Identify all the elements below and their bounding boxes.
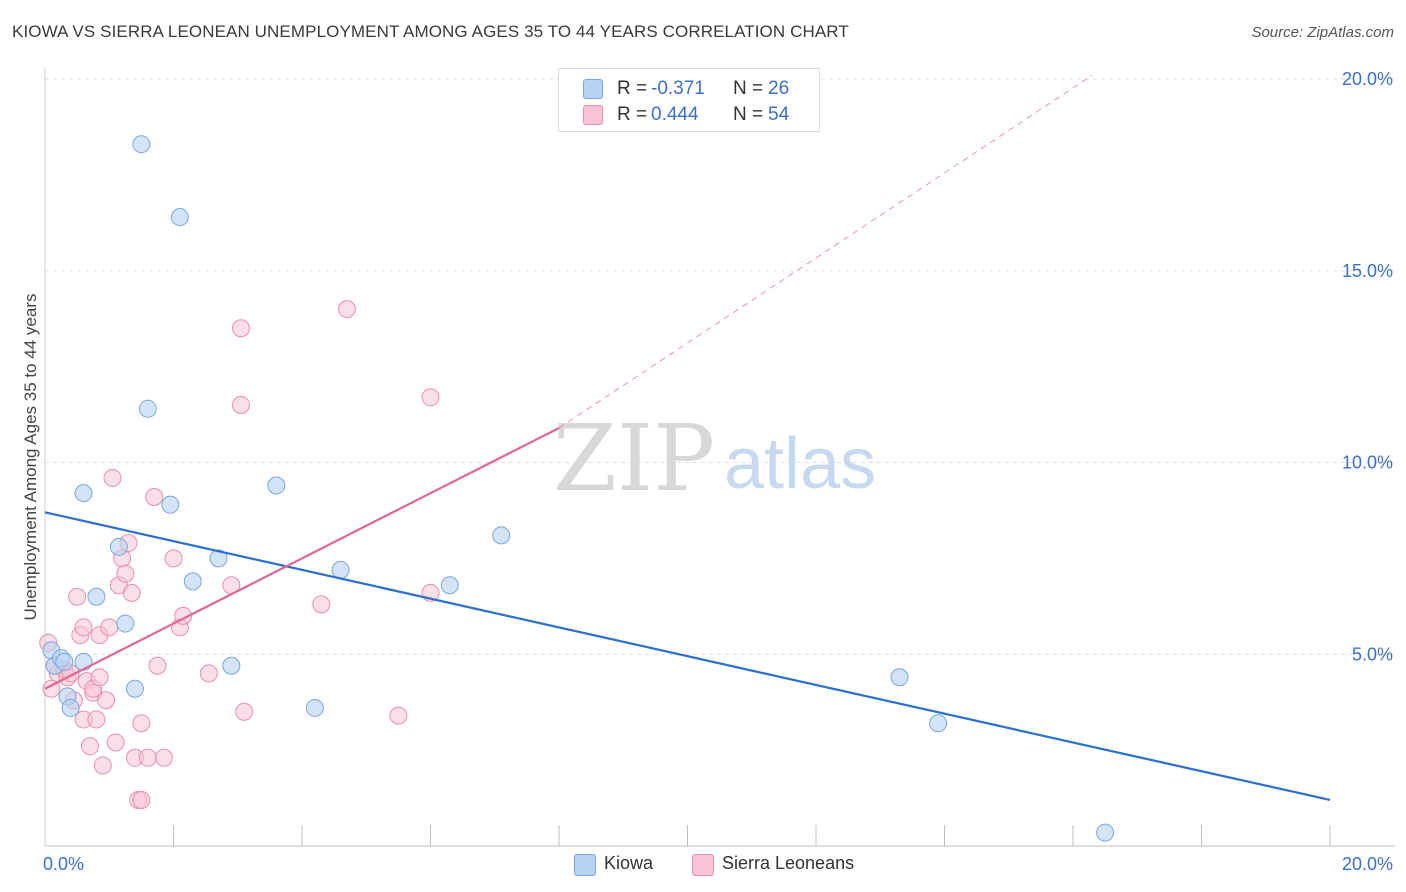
y-tick-label: 5.0% [1352, 644, 1393, 664]
sierra-point [312, 595, 331, 614]
kiowa-r-value: -0.371 [651, 78, 705, 99]
trend-lines [44, 74, 1331, 802]
sierra-point [231, 395, 250, 414]
x-tick-label: 0.0% [43, 854, 84, 874]
tick-labels: 5.0% 10.0% 15.0% 20.0% 0.0% 20.0% [43, 69, 1393, 874]
kiowa-n-value: 26 [768, 78, 790, 99]
sierra-legend-swatch [692, 854, 714, 876]
sierra-point [421, 388, 440, 407]
sierra-point [90, 668, 109, 687]
sierra-trend-line [44, 427, 560, 690]
sierra-point [97, 691, 116, 710]
y-tick-label: 15.0% [1342, 261, 1393, 281]
sierra-point [68, 587, 87, 606]
kiowa-swatch [583, 79, 603, 99]
sierra-point [132, 790, 151, 809]
kiowa-point [138, 399, 157, 418]
sierra-point [122, 583, 141, 602]
kiowa-point [492, 526, 511, 545]
kiowa-legend-swatch [574, 854, 596, 876]
kiowa-point [170, 208, 189, 227]
sierra-point [87, 710, 106, 729]
sierra-r-label: R = [617, 104, 648, 125]
sierra-r-value: 0.444 [651, 104, 699, 125]
sierra-point [164, 549, 183, 568]
kiowa-point [1096, 823, 1115, 842]
kiowa-n-label: N = [733, 78, 764, 99]
sierra-point [106, 733, 125, 752]
kiowa-point [929, 714, 948, 733]
kiowa-point [125, 679, 144, 698]
kiowa-point [183, 572, 202, 591]
sierra-n-label: N = [733, 104, 764, 125]
sierra-point [93, 756, 112, 775]
sierra-point [100, 618, 119, 637]
kiowa-point [116, 614, 135, 633]
correlation-legend: R = -0.371 N = 26 R = 0.444 N = 54 [558, 68, 820, 132]
kiowa-point [87, 587, 106, 606]
kiowa-point [222, 656, 241, 675]
sierra-point [389, 706, 408, 725]
sierra-point [116, 564, 135, 583]
chart-source: Source: ZipAtlas.com [1251, 24, 1394, 41]
kiowa-point [132, 135, 151, 154]
sierra-trend-extension [558, 74, 1093, 429]
kiowa-point [305, 698, 324, 717]
kiowa-points [42, 135, 1115, 842]
chart-title: KIOWA VS SIERRA LEONEAN UNEMPLOYMENT AMO… [12, 22, 849, 41]
watermark-zip: ZIP [553, 405, 715, 512]
y-tick-label: 10.0% [1342, 453, 1393, 473]
x-tick-label: 20.0% [1342, 854, 1393, 874]
kiowa-r-label: R = [617, 78, 648, 99]
sierra-point [231, 319, 250, 338]
y-tick-label: 20.0% [1342, 69, 1393, 89]
sierra-swatch [583, 105, 603, 125]
kiowa-point [331, 560, 350, 579]
sierra-point [74, 618, 93, 637]
sierra-point [138, 748, 157, 767]
grid-lines [45, 78, 1395, 655]
axes [44, 68, 1395, 847]
sierra-point [154, 748, 173, 767]
watermark: ZIP atlas [553, 405, 876, 512]
kiowa-point [161, 495, 180, 514]
kiowa-point [55, 652, 74, 671]
sierra-point [80, 737, 99, 756]
sierra-point [337, 300, 356, 319]
sierra-point [199, 664, 218, 683]
kiowa-point [440, 576, 459, 595]
series-legend: Kiowa Sierra Leoneans [0, 852, 1406, 876]
kiowa-legend-label: Kiowa [604, 853, 654, 873]
kiowa-point [74, 484, 93, 503]
kiowa-trend-line [44, 511, 1331, 802]
kiowa-point [890, 668, 909, 687]
sierra-point [148, 656, 167, 675]
y-axis-label: Unemployment Among Ages 35 to 44 years [21, 293, 40, 621]
sierra-point [132, 714, 151, 733]
kiowa-point [74, 652, 93, 671]
sierra-point [235, 702, 254, 721]
kiowa-point [61, 698, 80, 717]
sierra-n-value: 54 [768, 104, 790, 125]
sierra-points [39, 300, 440, 809]
kiowa-point [267, 476, 286, 495]
kiowa-point [109, 537, 128, 556]
sierra-point [145, 488, 164, 507]
watermark-atlas: atlas [724, 424, 876, 504]
sierra-point [103, 468, 122, 487]
kiowa-point [209, 549, 228, 568]
sierra-legend-label: Sierra Leoneans [722, 853, 855, 873]
